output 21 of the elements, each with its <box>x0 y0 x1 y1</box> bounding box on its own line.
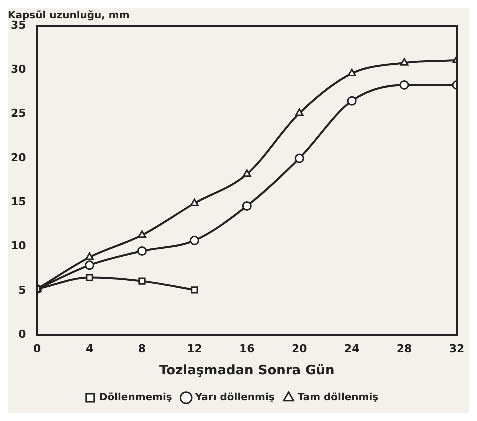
y-tick-label: 0 <box>18 328 27 342</box>
x-tick-label: 24 <box>344 342 360 356</box>
x-tick-label: 8 <box>138 342 146 356</box>
y-axis-title: Kapsül uzunluğu, mm <box>8 10 130 22</box>
y-tick-label: 30 <box>10 63 27 76</box>
x-tick-label: 20 <box>292 342 308 356</box>
y-tick-label: 10 <box>10 240 27 253</box>
y-tick-label: 20 <box>10 151 27 164</box>
legend-label: Yarı döllenmiş <box>194 392 275 404</box>
x-tick-label: 0 <box>33 342 42 356</box>
x-axis-title: Tozlaşmadan Sonra Gün <box>160 364 335 379</box>
y-tick-label: 25 <box>10 107 26 120</box>
x-tick-label: 28 <box>396 342 412 356</box>
x-tick-label: 4 <box>86 342 94 356</box>
legend-label: Tam döllenmiş <box>298 392 379 404</box>
y-tick-label: 5 <box>18 284 26 297</box>
x-tick-label: 12 <box>187 342 202 356</box>
x-tick-label: 32 <box>449 342 465 356</box>
x-tick-label: 16 <box>240 342 256 356</box>
legend-label: Döllenmemiş <box>99 392 172 404</box>
y-tick-label: 15 <box>10 196 26 209</box>
